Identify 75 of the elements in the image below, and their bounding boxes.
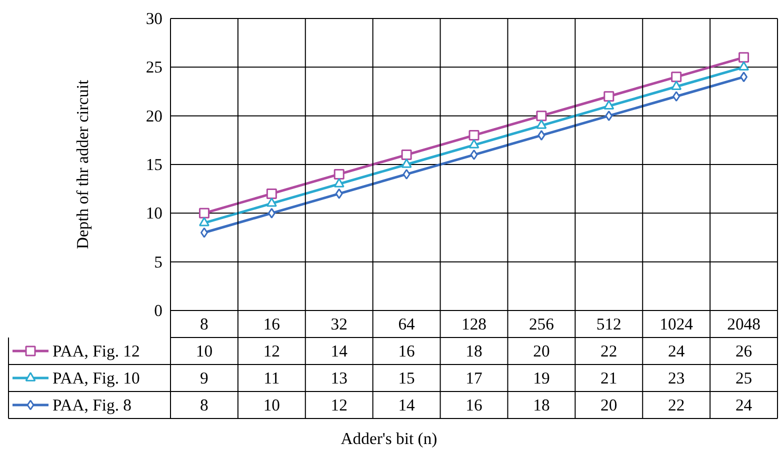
- data-label: 26: [735, 342, 752, 360]
- y-tick-label: 0: [154, 301, 162, 320]
- data-label: 20: [600, 396, 618, 414]
- data-label: 22: [668, 396, 685, 414]
- y-tick-label: 25: [146, 58, 162, 77]
- point: [401, 150, 412, 160]
- x-tick-label: 64: [398, 314, 416, 334]
- point: [198, 208, 210, 218]
- point: [672, 91, 680, 102]
- data-label: 12: [330, 396, 348, 414]
- data-label: 19: [533, 368, 550, 388]
- point: [538, 130, 546, 141]
- point: [604, 91, 614, 102]
- point: [536, 110, 547, 122]
- point: [738, 61, 750, 71]
- point: [266, 188, 277, 199]
- point: [604, 100, 614, 110]
- data-label: 12: [263, 342, 280, 360]
- data-label: 18: [466, 342, 482, 360]
- x-tick-label: 8: [200, 314, 208, 334]
- data-label: 11: [264, 368, 280, 388]
- point: [402, 168, 410, 180]
- legend-label: PAA, Fig. 12: [52, 342, 140, 360]
- point: [266, 197, 277, 207]
- point: [200, 227, 208, 238]
- data-label: 24: [668, 342, 686, 360]
- data-label: 13: [330, 368, 348, 388]
- y-axis-title: Depth of thr adder circuit: [73, 79, 92, 250]
- point: [671, 72, 682, 82]
- data-label: 25: [735, 368, 752, 388]
- y-tick-label: 10: [146, 204, 162, 223]
- x-tick-label: 2048: [727, 314, 760, 334]
- point: [401, 158, 412, 168]
- y-tick-label: 20: [146, 106, 162, 126]
- point: [740, 72, 748, 82]
- point: [738, 52, 750, 63]
- x-tick-label: 32: [330, 314, 348, 334]
- y-tick-label: 5: [154, 252, 162, 272]
- x-tick-label: 1024: [660, 314, 694, 334]
- point: [605, 110, 613, 122]
- data-label: 16: [398, 342, 415, 360]
- legend-label: PAA, Fig. 8: [52, 396, 132, 414]
- data-label: 14: [330, 342, 348, 360]
- point: [268, 208, 276, 218]
- y-tick-label: 30: [146, 9, 162, 28]
- data-label: 10: [196, 342, 213, 360]
- x-tick-label: 512: [596, 314, 622, 334]
- point: [671, 80, 682, 90]
- point: [470, 150, 478, 160]
- data-label: 24: [735, 396, 753, 414]
- data-label: 17: [466, 368, 482, 388]
- point: [334, 178, 344, 188]
- data-label: 15: [398, 368, 415, 388]
- data-label: 18: [533, 396, 550, 414]
- data-label: 10: [263, 396, 280, 414]
- data-label: 21: [600, 368, 618, 388]
- point: [468, 139, 480, 148]
- data-label: 20: [533, 342, 550, 360]
- point: [334, 168, 344, 180]
- x-tick-label: 16: [263, 314, 280, 334]
- point: [335, 188, 343, 199]
- legend-label: PAA, Fig. 10: [52, 368, 140, 388]
- x-tick-label: 128: [462, 314, 486, 334]
- data-label: 23: [668, 368, 685, 388]
- data-label: 16: [466, 396, 482, 414]
- text: Adder's bit (n): [340, 429, 438, 448]
- data-label: 9: [200, 368, 208, 388]
- point: [536, 120, 547, 129]
- point: [468, 130, 480, 141]
- y-tick-label: 15: [146, 155, 162, 174]
- data-label: 8: [200, 396, 208, 414]
- x-tick-label: 256: [528, 314, 554, 334]
- data-label: 22: [600, 342, 618, 360]
- data-label: 14: [398, 396, 416, 414]
- point: [198, 216, 210, 226]
